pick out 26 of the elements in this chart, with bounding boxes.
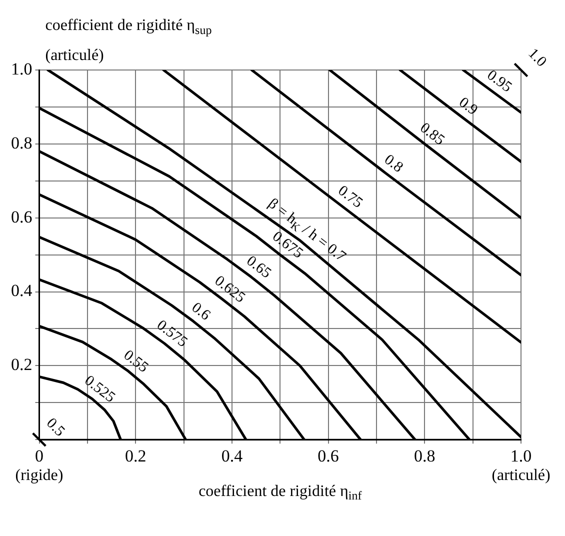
text: 0.65 (243, 253, 274, 282)
text: 0.525 (81, 372, 118, 406)
text: (articulé) (492, 466, 550, 484)
text: 0.85 (416, 120, 448, 149)
text: (rigide) (15, 466, 64, 484)
x-tick-label: 1.0 (510, 446, 532, 466)
y-tick-label: 0.8 (11, 133, 32, 152)
y-tick-label: 0.2 (11, 355, 32, 374)
text: 0.8 (381, 152, 406, 176)
x-tick-label: 0.4 (221, 446, 244, 466)
x-tick-label: 0.6 (318, 446, 339, 466)
text: 0.9 (456, 94, 480, 119)
y-tick-label: 1.0 (11, 59, 32, 78)
text: 0.575 (154, 317, 190, 351)
x-tick-label: 0.2 (124, 446, 146, 466)
y-tick-label: 0.6 (11, 207, 32, 226)
x-tick-label: 0.8 (414, 446, 436, 466)
text: 0.55 (120, 347, 151, 376)
text: 0.5 (43, 415, 68, 440)
text: 1.0 (524, 46, 550, 70)
y-tick-label: 0.4 (11, 281, 33, 300)
text: 0.6 (188, 300, 214, 324)
text: 0.75 (334, 182, 366, 212)
x-tick-label: 0 (35, 446, 44, 466)
text: (articulé) (45, 47, 104, 64)
text: 0.95 (484, 67, 515, 96)
